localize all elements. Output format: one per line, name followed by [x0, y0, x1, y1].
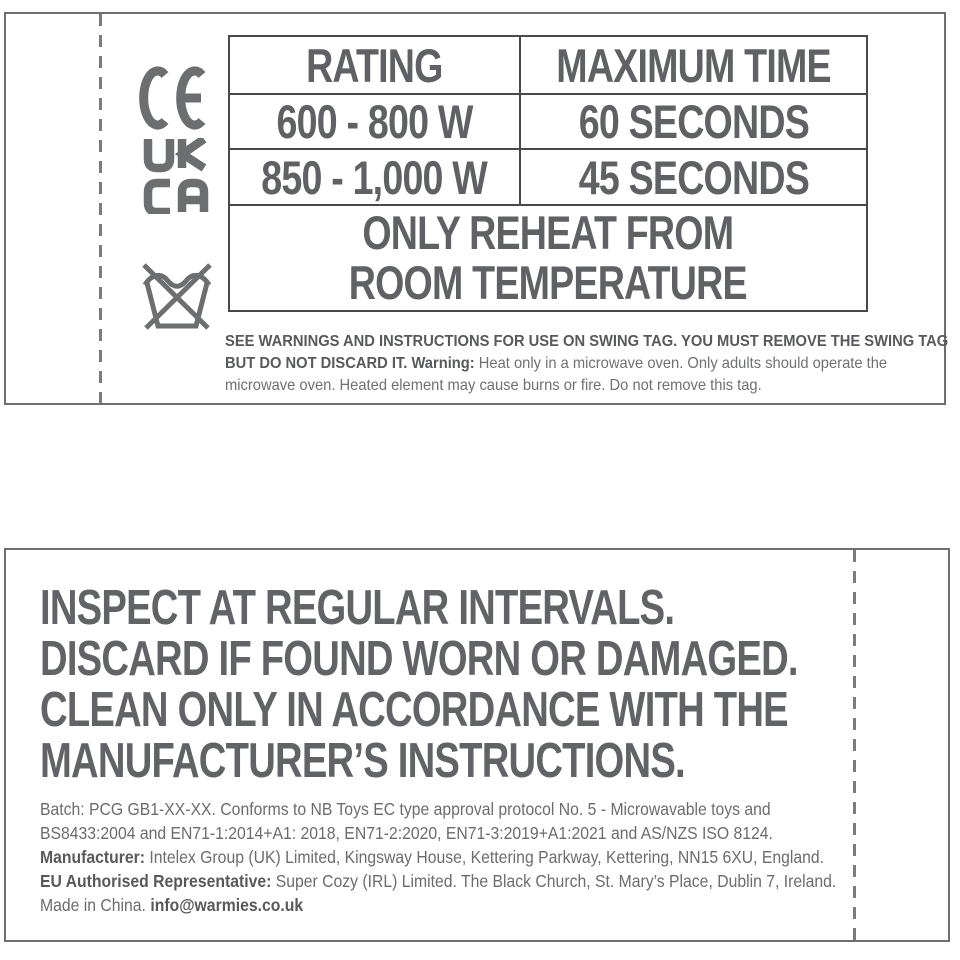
heading-line-1: INSPECT AT REGULAR INTERVALS.: [40, 581, 675, 635]
standards-line: BS8433:2004 and EN71-1:2014+A1: 2018, EN…: [40, 823, 773, 843]
cell-rating-high: 850 - 1,000 W: [230, 150, 521, 204]
warning-line-3: microwave oven. Heated element may cause…: [225, 377, 762, 394]
reheat-note: ONLY REHEAT FROM ROOM TEMPERATURE: [348, 206, 748, 309]
ce-mark-icon: [139, 66, 206, 130]
warning-line-2: BUT DO NOT DISCARD IT. Warning: Heat onl…: [225, 355, 888, 372]
cell-rating-low: 600 - 800 W: [230, 95, 521, 148]
table-row: 850 - 1,000 W 45 SECONDS: [230, 150, 866, 206]
eu-representative-line: EU Authorised Representative: Super Cozy…: [40, 871, 837, 891]
cell-time-low: 60 SECONDS: [578, 95, 809, 148]
perforation-dashed-line: [99, 14, 102, 403]
header-maximum-time: MAXIMUM TIME: [556, 38, 831, 92]
microwave-rating-label: RATING MAXIMUM TIME 600 - 800 W 60 SECON…: [4, 12, 948, 405]
warning-line-1: SEE WARNINGS AND INSTRUCTIONS FOR USE ON…: [225, 333, 949, 350]
manufacturer-info-text: Batch: PCG GB1-XX-XX. Conforms to NB Toy…: [40, 797, 925, 917]
table-note-row: ONLY REHEAT FROM ROOM TEMPERATURE: [230, 206, 866, 310]
care-instructions-label: INSPECT AT REGULAR INTERVALS. DISCARD IF…: [4, 548, 950, 942]
heating-rating-table: RATING MAXIMUM TIME 600 - 800 W 60 SECON…: [228, 35, 868, 312]
cell-time-high: 45 SECONDS: [578, 150, 809, 204]
header-rating: RATING: [230, 37, 521, 93]
heading-line-4: MANUFACTURER’S INSTRUCTIONS.: [40, 734, 686, 788]
ukca-mark-icon: [143, 138, 209, 214]
perforation-dashed-line: [853, 550, 856, 940]
heading-line-3: CLEAN ONLY IN ACCORDANCE WITH THE: [40, 683, 789, 737]
heading-line-2: DISCARD IF FOUND WORN OR DAMAGED.: [40, 632, 799, 686]
made-in-china-line: Made in China. info@warmies.co.uk: [40, 895, 304, 915]
do-not-wash-icon: [142, 263, 212, 330]
care-instructions-heading: INSPECT AT REGULAR INTERVALS. DISCARD IF…: [40, 583, 960, 787]
table-row: 600 - 800 W 60 SECONDS: [230, 95, 866, 150]
swing-tag-warning-text: SEE WARNINGS AND INSTRUCTIONS FOR USE ON…: [225, 331, 960, 397]
batch-line: Batch: PCG GB1-XX-XX. Conforms to NB Toy…: [40, 799, 771, 819]
table-header-row: RATING MAXIMUM TIME: [230, 37, 866, 95]
manufacturer-line: Manufacturer: Intelex Group (UK) Limited…: [40, 847, 825, 867]
contact-email: info@warmies.co.uk: [150, 895, 304, 915]
